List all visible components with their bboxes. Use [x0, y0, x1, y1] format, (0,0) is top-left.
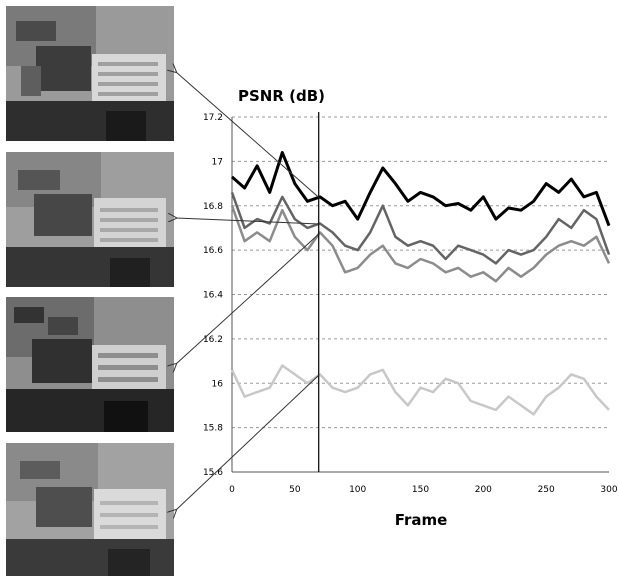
series-line-1 [231, 151, 611, 227]
y-tick-label: 16.6 [203, 246, 223, 256]
x-tick-label: 250 [538, 485, 555, 495]
x-tick-label: 300 [600, 485, 617, 495]
x-tick-label: 50 [289, 485, 301, 495]
axes [231, 117, 609, 473]
decoded-frame-thumbnail-4 [6, 443, 174, 576]
callout-arrow-1 [176, 72, 320, 198]
series-line-4 [230, 364, 610, 416]
building-photo-image [6, 297, 174, 432]
series-line-2 [230, 191, 611, 265]
tick-labels: 15.6 15.8 16 16.2 16.4 16.6 16.8 17 17.2 0 50 100 15… [203, 113, 618, 495]
building-photo-image [6, 6, 174, 141]
x-axis-title: Frame [395, 511, 448, 529]
x-tick-label: 150 [412, 485, 429, 495]
building-photo-image [6, 152, 174, 287]
decoded-frame-thumbnail-1 [6, 6, 174, 141]
y-tick-label: 16.8 [203, 202, 223, 212]
decoded-frame-thumbnail-3 [6, 297, 174, 432]
y-tick-label: 16 [212, 379, 224, 389]
callout-arrow-3 [176, 233, 320, 364]
y-tick-label: 15.6 [203, 468, 223, 478]
x-tick-label: 100 [349, 485, 366, 495]
y-tick-label: 17 [212, 157, 223, 167]
y-tick-label: 16.2 [203, 335, 223, 345]
callout-arrow-2 [176, 218, 319, 225]
callout-arrows [176, 72, 320, 510]
y-tick-label: 16.4 [203, 291, 223, 301]
x-tick-label: 0 [229, 485, 235, 495]
y-tick-label: 15.8 [203, 424, 223, 434]
decoded-frame-thumbnail-2 [6, 152, 174, 287]
building-photo-image [6, 443, 174, 576]
series-line-3 [230, 205, 611, 283]
y-tick-label: 17.2 [203, 113, 223, 123]
y-axis-title: PSNR (dB) [238, 87, 325, 105]
x-tick-label: 200 [475, 485, 492, 495]
series-lines [230, 151, 611, 416]
callout-arrow-4 [176, 374, 320, 510]
